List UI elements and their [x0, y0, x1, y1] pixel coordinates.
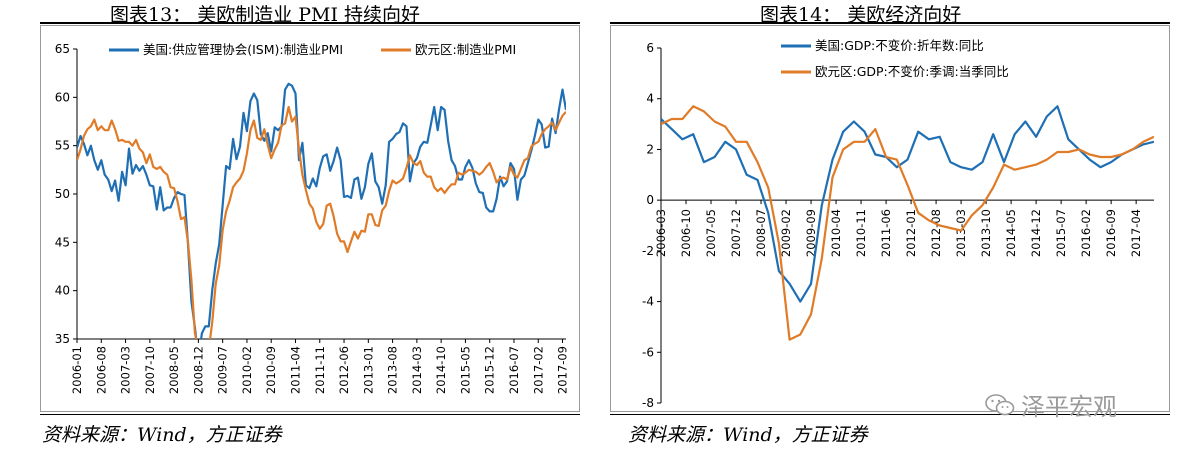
right-chart-panel: -8 -6 -4 -2 0 2 4 6 2006-03 2006-10 2007-05 2007-12… — [610, 25, 1170, 412]
left-x-tick-label: 2014-10 — [434, 346, 448, 394]
left-x-tick-label: 2017-02 — [531, 346, 545, 394]
right-x-tick-label: 2010-04 — [829, 209, 843, 257]
left-x-tick-label: 2016-07 — [507, 346, 521, 394]
left-series — [77, 82, 566, 339]
left-legend: 美国:供应管理协会(ISM):制造业PMI 欧元区:制造业PMI — [109, 42, 516, 57]
left-y-tick-label: 35 — [55, 332, 70, 346]
wechat-icon — [985, 393, 1015, 415]
right-x-tick-label: 2008-07 — [754, 209, 768, 257]
watermark: 泽平宏观 — [985, 387, 1117, 422]
left-x-tick-label: 2010-09 — [264, 346, 278, 394]
watermark-text: 泽平宏观 — [1021, 393, 1117, 421]
left-y-tick-label: 45 — [55, 235, 70, 249]
left-pmi-chart: 35 40 45 50 55 60 65 2006-01 2006-08 2007-03 2007-… — [55, 42, 570, 394]
left-x-tick-label: 2007-10 — [143, 346, 157, 394]
right-x-tick-label: 2007-05 — [704, 209, 718, 257]
right-x-tick-label: 2010-11 — [854, 209, 868, 257]
left-x-tick-label: 2008-12 — [191, 346, 205, 394]
right-x-tick-label: 2014-05 — [1004, 209, 1018, 257]
left-x-tick-label: 2008-05 — [167, 346, 181, 394]
left-x-tick-label: 2011-11 — [313, 346, 327, 394]
right-series-line-1 — [661, 105, 1154, 341]
right-x-tick-label: 2007-12 — [729, 209, 743, 257]
right-x-tick-label: 2016-09 — [1104, 209, 1118, 257]
left-x-tick-label: 2012-06 — [337, 346, 351, 394]
right-legend-label-0: 美国:GDP:不变价:折年数:同比 — [815, 38, 984, 53]
right-x-tick-label: 2012-08 — [929, 209, 943, 257]
right-x-tick-label: 2013-03 — [954, 209, 968, 257]
right-series — [661, 105, 1154, 341]
right-y-tick-label: 6 — [646, 41, 654, 55]
left-title-rule — [40, 22, 580, 24]
right-legend-label-1: 欧元区:GDP:不变价:季调:当季同比 — [815, 64, 1009, 79]
left-x-tick-label: 2006-08 — [94, 346, 108, 394]
left-x-tick-label: 2006-01 — [70, 346, 84, 394]
right-source: 资料来源：Wind，方正证券 — [628, 424, 868, 446]
right-x-tick-label: 2011-06 — [879, 209, 893, 257]
left-source-rule — [40, 414, 580, 415]
right-x-tick-label: 2015-07 — [1054, 209, 1068, 257]
left-axes: 35 40 45 50 55 60 65 2006-01 2006-08 2007-03 2007-… — [55, 42, 570, 394]
left-x-tick-label: 2014-03 — [410, 346, 424, 394]
right-y-tick-label: 0 — [646, 193, 654, 207]
right-x-tick-label: 2017-04 — [1129, 209, 1143, 257]
right-x-tick-label: 2006-03 — [654, 209, 668, 257]
left-x-tick-label: 2013-08 — [386, 346, 400, 394]
right-x-tick-label: 2009-02 — [779, 209, 793, 257]
right-y-tick-label: -2 — [642, 244, 654, 258]
right-gdp-chart: -8 -6 -4 -2 0 2 4 6 2006-03 2006-10 2007-05 2007-12… — [642, 38, 1154, 410]
right-x-tick-label: 2013-10 — [979, 209, 993, 257]
left-y-tick-label: 65 — [55, 42, 70, 56]
right-axes: -8 -6 -4 -2 0 2 4 6 2006-03 2006-10 2007-05 2007-12… — [642, 41, 1154, 410]
left-x-tick-label: 2017-09 — [556, 346, 570, 394]
left-x-tick-label: 2010-02 — [240, 346, 254, 394]
right-title-rule — [610, 22, 1170, 24]
left-legend-label-0: 美国:供应管理协会(ISM):制造业PMI — [143, 42, 343, 57]
right-figure-title: 图表14： 美欧经济向好 — [760, 4, 962, 26]
right-source-rule — [610, 414, 1170, 415]
right-series-line-0 — [661, 105, 1154, 303]
left-y-tick-label: 55 — [55, 139, 70, 153]
right-y-tick-label: 4 — [646, 92, 654, 106]
right-x-tick-label: 2014-12 — [1029, 209, 1043, 257]
left-x-tick-label: 2009-07 — [216, 346, 230, 394]
left-x-tick-label: 2013-01 — [361, 346, 375, 394]
left-series-line-1 — [77, 105, 566, 339]
left-y-tick-label: 60 — [55, 90, 70, 104]
left-series-line-0 — [77, 82, 566, 339]
right-y-tick-label: -4 — [642, 295, 654, 309]
left-chart-panel: 35 40 45 50 55 60 65 2006-01 2006-08 2007-03 2007-… — [40, 25, 580, 412]
left-figure-title: 图表13： 美欧制造业 PMI 持续向好 — [110, 4, 421, 26]
left-legend-label-1: 欧元区:制造业PMI — [415, 42, 516, 57]
left-y-tick-label: 40 — [55, 284, 70, 298]
right-y-tick-label: 2 — [646, 142, 654, 156]
right-y-tick-label: -8 — [642, 396, 654, 410]
right-y-tick-label: -6 — [642, 345, 654, 359]
right-x-tick-label: 2016-02 — [1079, 209, 1093, 257]
right-x-tick-label: 2012-01 — [904, 209, 918, 257]
left-x-tick-label: 2015-05 — [458, 346, 472, 394]
right-x-tick-label: 2009-09 — [804, 209, 818, 257]
left-x-tick-label: 2015-12 — [483, 346, 497, 394]
left-x-tick-label: 2007-03 — [119, 346, 133, 394]
right-x-tick-label: 2006-10 — [679, 209, 693, 257]
left-y-tick-label: 50 — [55, 187, 70, 201]
left-source: 资料来源：Wind，方正证券 — [42, 424, 282, 446]
left-x-tick-label: 2011-04 — [288, 346, 302, 394]
